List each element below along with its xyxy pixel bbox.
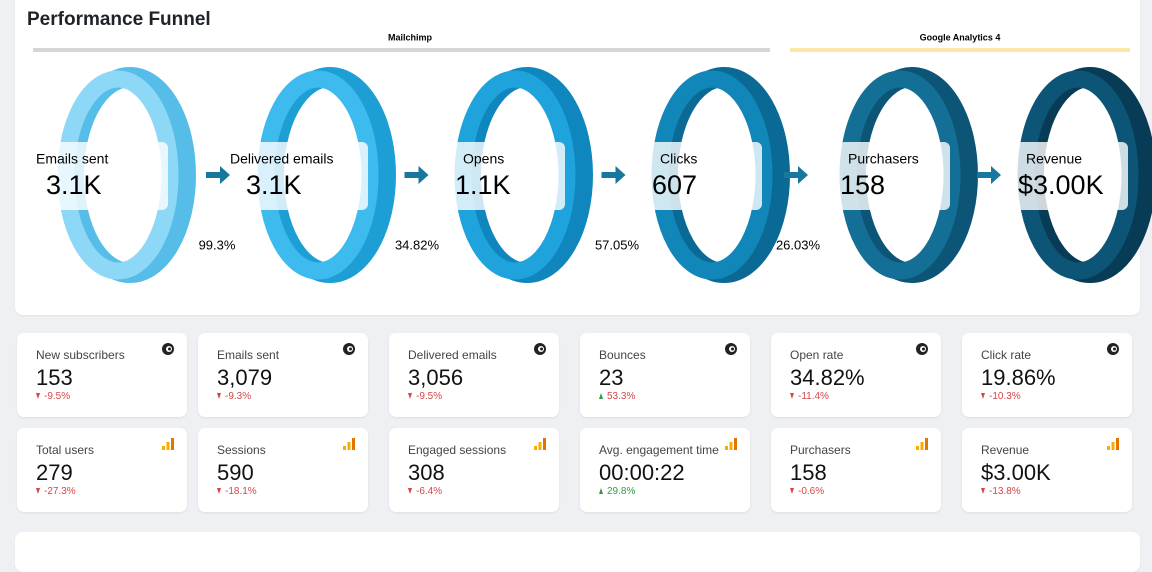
kpi-change: -6.4%	[408, 486, 442, 497]
kpi-change: -9.5%	[36, 391, 70, 402]
kpi-change: 29.8%	[599, 486, 635, 497]
kpi-value: 158	[790, 460, 827, 485]
stage-value: 3.1K	[46, 170, 102, 200]
stage-value: 3.1K	[246, 170, 302, 200]
kpi-change: -10.3%	[981, 391, 1021, 402]
kpi-label: Open rate	[790, 348, 844, 362]
mailchimp-icon	[916, 343, 928, 355]
label-box	[838, 142, 950, 210]
kpi-card: Open rate 34.82% -11.4%	[771, 333, 941, 417]
label-box	[453, 142, 565, 210]
stage-value: 1.1K	[455, 170, 511, 200]
mailchimp-icon	[534, 343, 546, 355]
kpi-label: Avg. engagement time	[599, 443, 719, 457]
kpi-change: -13.8%	[981, 486, 1021, 497]
kpi-change: -11.4%	[790, 391, 829, 402]
kpi-label: Engaged sessions	[408, 443, 507, 457]
arrow	[977, 166, 1001, 184]
kpi-value: 590	[217, 460, 254, 485]
funnel-chart: Mailchimp Google Analytics 4 Emails sent…	[33, 32, 1152, 283]
kpi-label: Bounces	[599, 348, 646, 362]
kpi-value: 34.82%	[790, 365, 865, 390]
kpi-change: -18.1%	[217, 486, 257, 497]
kpi-value: 23	[599, 365, 624, 390]
kpi-card: Purchasers 158 -0.6%	[771, 428, 941, 512]
ga-icon	[1107, 438, 1119, 450]
kpi-label: Total users	[36, 443, 95, 457]
label-box	[56, 142, 168, 210]
conversion-rate: 26.03%	[776, 237, 821, 252]
kpi-label: Sessions	[217, 443, 266, 457]
kpi-card: Bounces 23 53.3%	[580, 333, 750, 417]
funnel-title: Performance Funnel	[27, 9, 211, 30]
ga-icon	[916, 438, 928, 450]
kpi-value: 279	[36, 460, 73, 485]
kpi-change: 53.3%	[599, 391, 635, 402]
kpi-label: Emails sent	[217, 348, 280, 362]
ga-icon	[343, 438, 355, 450]
label-box	[650, 142, 762, 210]
kpi-value: 153	[36, 365, 73, 390]
stage-label: Opens	[463, 151, 504, 167]
kpi-card: Sessions 590 -18.1%	[198, 428, 368, 512]
arrow	[404, 166, 429, 184]
kpi-card: Avg. engagement time 00:00:22 29.8%	[580, 428, 750, 512]
stage-label: Revenue	[1026, 151, 1082, 167]
stage-label: Delivered emails	[230, 151, 333, 167]
kpi-change: -9.5%	[408, 391, 442, 402]
stage-label: Emails sent	[36, 151, 108, 167]
stage-label: Clicks	[660, 151, 697, 167]
ga-icon	[162, 438, 174, 450]
conversion-rate: 34.82%	[395, 237, 440, 252]
kpi-value: 00:00:22	[599, 460, 685, 485]
bottom-panel	[15, 532, 1140, 572]
kpi-value: 19.86%	[981, 365, 1056, 390]
kpi-card: Delivered emails 3,056 -9.5%	[389, 333, 559, 417]
kpi-card: Revenue $3.00K -13.8%	[962, 428, 1132, 512]
label-box	[1016, 142, 1128, 210]
mailchimp-icon	[1107, 343, 1119, 355]
kpi-card: Total users 279 -27.3%	[17, 428, 187, 512]
kpi-card: New subscribers 153 -9.5%	[17, 333, 187, 417]
kpi-change: -27.3%	[36, 486, 76, 497]
mailchimp-icon	[162, 343, 174, 355]
kpi-card: Emails sent 3,079 -9.3%	[198, 333, 368, 417]
kpi-label: Click rate	[981, 348, 1032, 362]
conversion-rate: 57.05%	[595, 237, 640, 252]
stage-value: 158	[840, 170, 885, 200]
arrow	[784, 166, 808, 184]
kpi-label: Revenue	[981, 443, 1030, 457]
source-label: Mailchimp	[388, 32, 433, 42]
ga-icon	[534, 438, 546, 450]
kpi-value: 3,079	[217, 365, 273, 390]
mailchimp-icon	[725, 343, 737, 355]
kpi-change: -9.3%	[217, 391, 251, 402]
stage-value: 607	[652, 170, 697, 200]
kpi-value: 308	[408, 460, 445, 485]
stage-value: $3.00K	[1018, 170, 1104, 200]
arrow	[206, 166, 230, 184]
mailchimp-icon	[343, 343, 355, 355]
ga-icon	[725, 438, 737, 450]
kpi-value: 3,056	[408, 365, 464, 390]
conversion-rate: 99.3%	[199, 237, 236, 252]
kpi-change: -0.6%	[790, 486, 824, 497]
kpi-card: Engaged sessions 308 -6.4%	[389, 428, 559, 512]
kpi-label: New subscribers	[36, 348, 125, 362]
stage-label: Purchasers	[848, 151, 919, 167]
kpi-card: Click rate 19.86% -10.3%	[962, 333, 1132, 417]
kpi-label: Delivered emails	[408, 348, 497, 362]
source-label: Google Analytics 4	[920, 32, 1001, 42]
dashboard: {"funnel": {"title": "Performance Funnel…	[15, 0, 1152, 572]
kpi-value: $3.00K	[981, 460, 1051, 485]
label-box	[256, 142, 368, 210]
arrow	[601, 166, 626, 184]
kpi-label: Purchasers	[790, 443, 851, 457]
